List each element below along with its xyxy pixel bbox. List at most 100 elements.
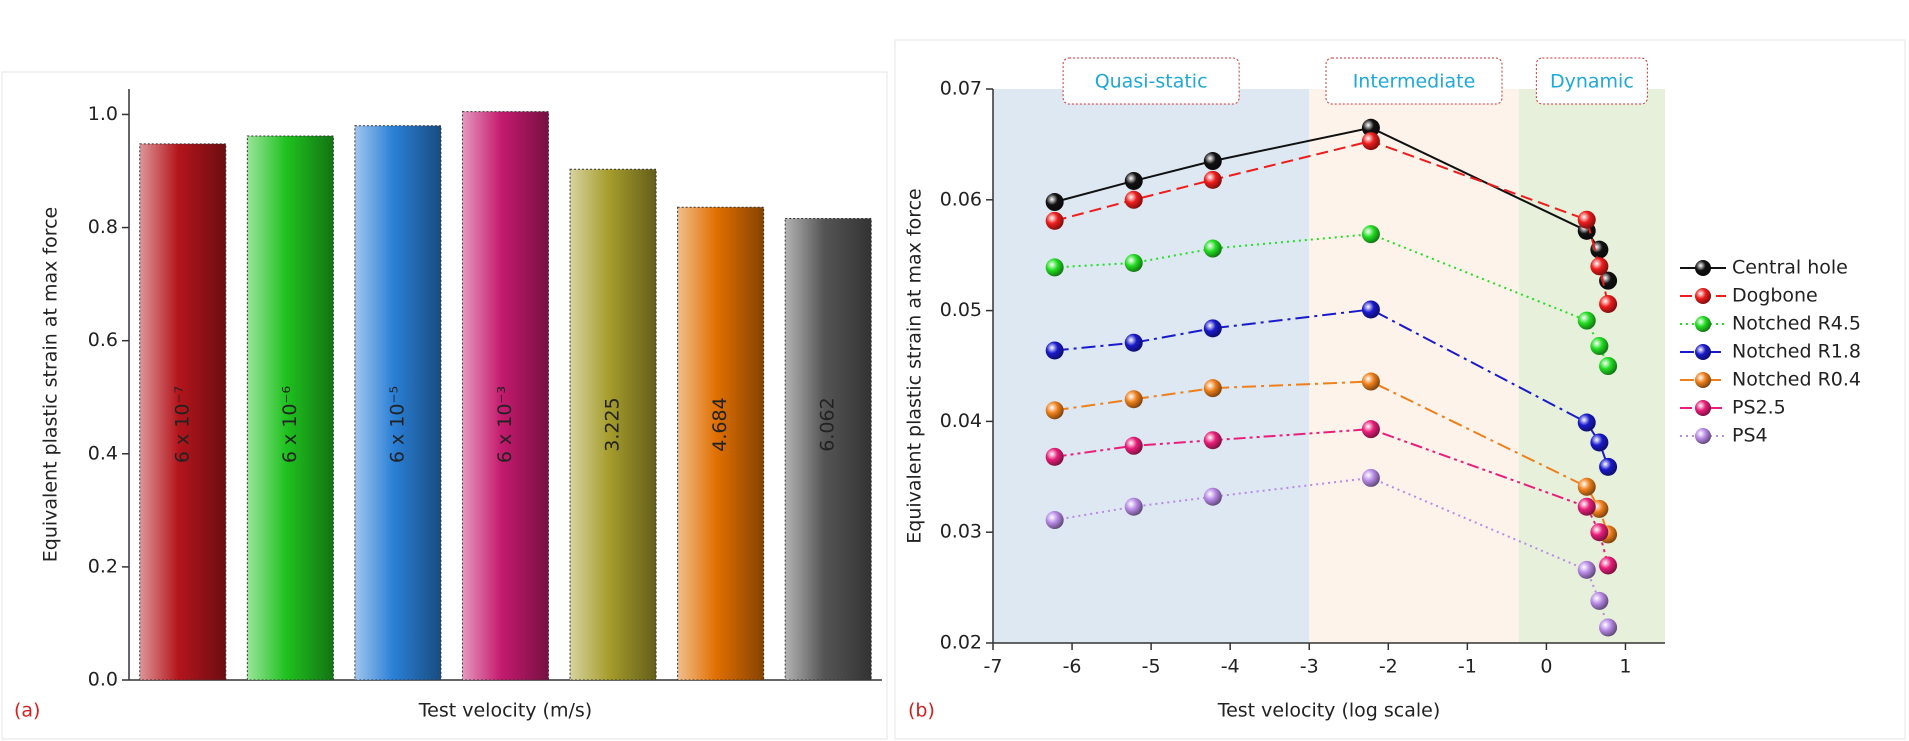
bar-label: 4.684 xyxy=(709,397,731,451)
legend-marker xyxy=(1695,260,1711,276)
data-point xyxy=(1577,311,1596,330)
bar-label: 6 x 10⁻⁷ xyxy=(171,386,193,463)
data-point xyxy=(1577,210,1596,229)
legend-marker xyxy=(1695,316,1711,332)
x-axis-title: Test velocity (log scale) xyxy=(1217,700,1441,722)
data-point xyxy=(1599,294,1618,313)
data-point xyxy=(1124,190,1143,209)
data-point xyxy=(1590,591,1609,610)
legend-label: PS4 xyxy=(1732,425,1768,447)
x-tick-label: -2 xyxy=(1379,656,1398,678)
data-point xyxy=(1203,379,1222,398)
bar xyxy=(354,125,442,681)
data-point xyxy=(1361,372,1380,391)
bar-label: 6 x 10⁻⁶ xyxy=(279,386,301,463)
bar xyxy=(569,168,657,681)
data-point xyxy=(1361,420,1380,439)
y-tick-label: 0.2 xyxy=(88,555,118,577)
x-tick-label: -6 xyxy=(1063,656,1082,678)
x-tick-label: -5 xyxy=(1142,656,1161,678)
data-point xyxy=(1361,118,1380,137)
region-label: Dynamic xyxy=(1550,71,1634,93)
data-point xyxy=(1124,497,1143,516)
y-tick-label: 0.4 xyxy=(88,442,118,464)
bar-label: 6 x 10⁻⁵ xyxy=(386,386,408,463)
y-axis-title: Equivalent plastic strain at max force xyxy=(40,207,62,562)
data-point xyxy=(1599,618,1618,637)
legend-label: Notched R1.8 xyxy=(1732,341,1861,363)
x-tick-label: 1 xyxy=(1619,656,1631,678)
data-point xyxy=(1203,170,1222,189)
legend-marker xyxy=(1695,400,1711,416)
panel-label: (b) xyxy=(908,700,935,722)
region xyxy=(1309,89,1519,643)
data-point xyxy=(1599,357,1618,375)
y-tick-label: 0.0 xyxy=(88,669,118,691)
region-label: Intermediate xyxy=(1353,71,1476,93)
data-point xyxy=(1577,413,1596,432)
legend-label: Notched R0.4 xyxy=(1732,369,1861,391)
data-point xyxy=(1590,240,1609,259)
data-point xyxy=(1045,401,1064,420)
data-point xyxy=(1599,457,1618,476)
data-point xyxy=(1590,337,1609,356)
region xyxy=(1518,89,1665,643)
legend-marker xyxy=(1695,428,1711,444)
data-point xyxy=(1045,511,1064,530)
y-tick-label: 0.06 xyxy=(940,188,982,210)
data-point xyxy=(1590,257,1609,276)
legend-marker xyxy=(1695,288,1711,304)
data-point xyxy=(1590,523,1609,542)
data-point xyxy=(1045,193,1064,212)
bar xyxy=(461,111,550,681)
data-point xyxy=(1361,132,1380,151)
data-point xyxy=(1203,431,1222,450)
data-point xyxy=(1124,390,1143,409)
legend-label: Dogbone xyxy=(1732,285,1818,307)
y-tick-label: 0.8 xyxy=(88,216,118,238)
data-point xyxy=(1590,433,1609,452)
data-point xyxy=(1124,253,1143,272)
data-point xyxy=(1203,152,1222,171)
x-axis-title: Test velocity (m/s) xyxy=(418,700,592,722)
bar-label: 6 x 10⁻³ xyxy=(494,386,516,463)
data-point xyxy=(1124,333,1143,352)
region-label-box xyxy=(1062,57,1240,105)
panel-frame xyxy=(1,71,888,740)
legend-marker xyxy=(1695,372,1711,388)
bar xyxy=(246,135,334,681)
x-tick-label: -7 xyxy=(984,656,1003,678)
x-tick-label: -4 xyxy=(1221,656,1240,678)
y-tick-label: 0.02 xyxy=(940,632,982,654)
region-label: Quasi-static xyxy=(1095,71,1208,93)
legend-label: Notched R4.5 xyxy=(1732,313,1861,335)
y-tick-label: 0.6 xyxy=(88,329,118,351)
bar xyxy=(139,143,227,681)
data-point xyxy=(1124,436,1143,455)
x-tick-label: -1 xyxy=(1458,656,1477,678)
data-point xyxy=(1361,468,1380,487)
region-label-box xyxy=(1535,57,1648,105)
legend-label: Central hole xyxy=(1732,257,1848,279)
bar-label: 6.062 xyxy=(817,397,839,451)
data-point xyxy=(1599,556,1618,575)
data-point xyxy=(1361,300,1380,319)
legend-marker xyxy=(1695,344,1711,360)
panel-frame xyxy=(894,39,1906,740)
y-axis-title: Equivalent plastic strain at max force xyxy=(904,188,926,543)
bar xyxy=(784,218,872,681)
data-point xyxy=(1577,560,1596,579)
bar-label: 3.225 xyxy=(602,397,624,451)
data-point xyxy=(1203,239,1222,258)
data-point xyxy=(1045,447,1064,466)
x-tick-label: 0 xyxy=(1540,656,1552,678)
data-point xyxy=(1045,341,1064,360)
x-tick-label: -3 xyxy=(1300,656,1319,678)
y-tick-label: 1.0 xyxy=(88,103,118,125)
data-point xyxy=(1203,319,1222,338)
bar xyxy=(677,206,765,681)
data-point xyxy=(1203,487,1222,506)
data-point xyxy=(1577,477,1596,496)
data-point xyxy=(1124,171,1143,190)
